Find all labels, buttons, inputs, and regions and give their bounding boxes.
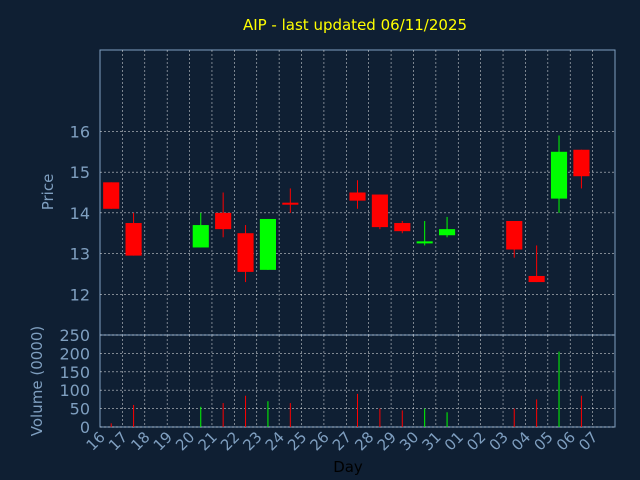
candle-body [573,149,590,177]
candle-body [103,182,120,209]
price-tick-label: 14 [70,204,90,223]
price-tick-label: 15 [70,163,90,182]
volume-tick-label: 100 [59,381,90,400]
candle-body [259,218,276,270]
candle-body [528,275,545,283]
candle-body [282,202,299,205]
candle-body [506,221,523,250]
candle-body [394,223,411,232]
volume-axis-label: Volume (0000) [28,326,46,436]
candle-body [192,225,209,248]
volume-tick-label: 0 [80,418,90,437]
volume-tick-label: 50 [70,400,90,419]
x-tick-label: 07 [575,428,601,454]
candle-body [416,241,433,244]
price-panel: 12 13 14 15 16 [70,49,616,336]
candle-body [371,194,388,228]
candle-body [237,233,254,272]
candle-body [550,151,568,199]
candle-body [215,212,232,230]
price-tick-label: 12 [70,285,90,304]
price-tick-label: 13 [70,245,90,264]
chart-title: AIP - last updated 06/11/2025 [243,16,467,34]
x-axis-label: Day [333,458,363,476]
price-tick-label: 16 [70,122,90,141]
price-axis-label: Price [39,174,57,211]
candle-body [125,223,142,256]
volume-tick-label: 250 [59,326,90,345]
volume-tick-label: 150 [59,363,90,382]
volume-tick-label: 200 [59,344,90,363]
candle-body [439,229,456,236]
candle-body [349,192,366,201]
